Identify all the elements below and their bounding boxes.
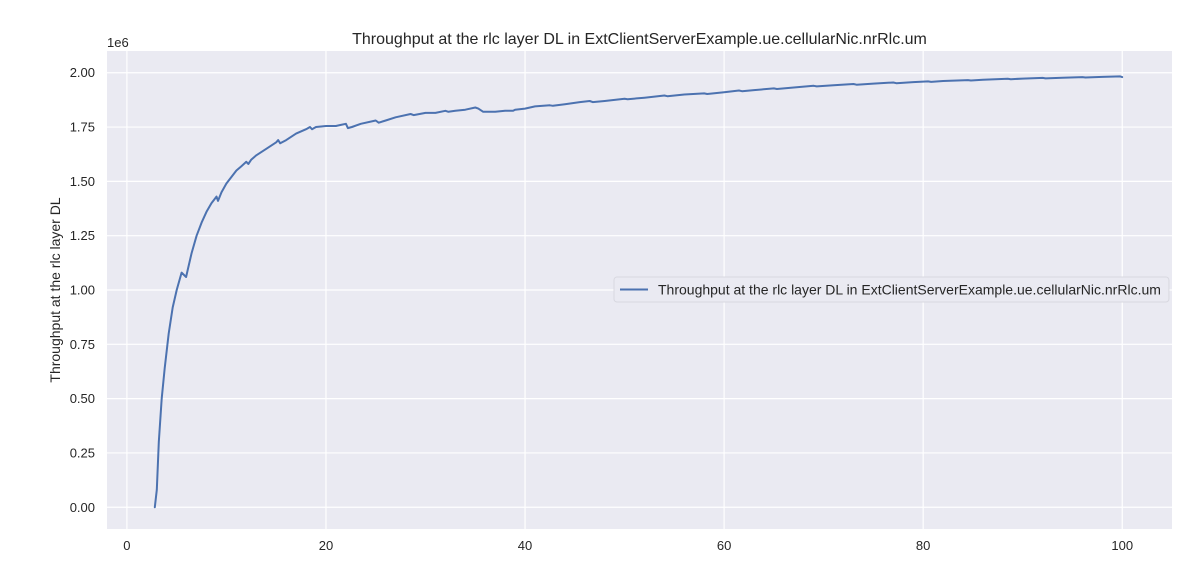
legend: Throughput at the rlc layer DL in ExtCli…	[613, 276, 1170, 303]
x-tick-label: 60	[717, 538, 731, 553]
y-axis-offset-text: 1e6	[107, 35, 129, 50]
y-tick-label: 0.75	[70, 337, 95, 352]
y-tick-label: 0.50	[70, 391, 95, 406]
series-layer	[153, 75, 1124, 509]
series-line	[153, 75, 1124, 509]
x-tick-label: 20	[319, 538, 333, 553]
x-tick-label: 40	[518, 538, 532, 553]
y-tick-label: 1.25	[70, 228, 95, 243]
y-tick-label: 1.00	[70, 283, 95, 298]
x-tick-label: 0	[123, 538, 130, 553]
y-axis-label: Throughput at the rlc layer DL	[47, 197, 63, 382]
legend-label: Throughput at the rlc layer DL in ExtCli…	[658, 282, 1161, 298]
y-axis: 0.00 0.25 0.50 0.75 1.00 1.25 1.50 1.75 2.00	[70, 65, 95, 515]
chart-title: Throughput at the rlc layer DL in ExtCli…	[352, 31, 927, 48]
y-tick-label: 0.00	[70, 500, 95, 515]
y-tick-label: 2.00	[70, 65, 95, 80]
y-tick-label: 1.75	[70, 120, 95, 135]
legend-box	[613, 276, 1170, 303]
x-axis: 0 20 40 60 80 100	[123, 538, 1133, 553]
x-tick-label: 80	[916, 538, 930, 553]
x-tick-label: 100	[1111, 538, 1133, 553]
y-tick-label: 0.25	[70, 445, 95, 460]
y-tick-label: 1.50	[70, 174, 95, 189]
